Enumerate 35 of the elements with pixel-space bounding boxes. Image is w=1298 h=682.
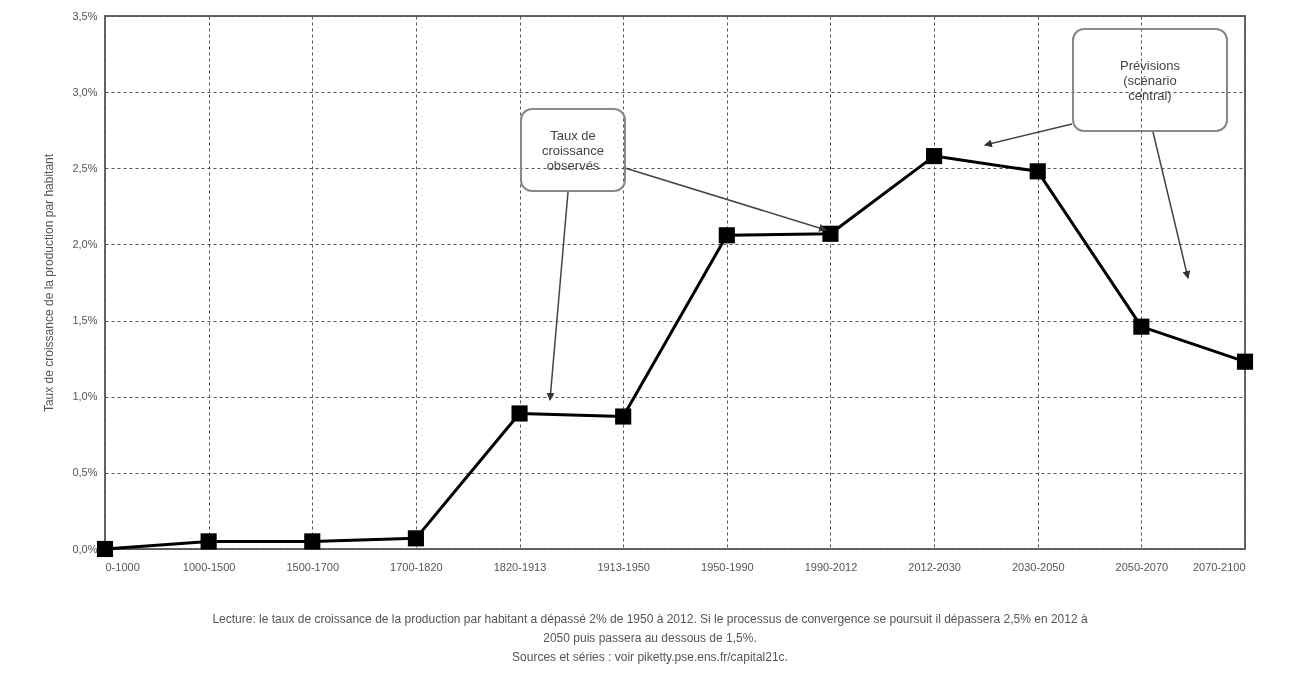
y-axis-title: Taux de croissance de la production par habitant <box>42 153 57 413</box>
text: Lecture: le taux de croissance de la production par habitant a dépassé 2% de 1950 à 2012. Si le processus de convergence se poursuit il dépassera 2,5% en 2012 à 2050 puis passera au dessous de 1,5%. <box>211 611 1089 647</box>
y-tick-label: 3,5% <box>72 9 98 22</box>
point <box>200 533 217 550</box>
x-tick-label: 1500-1700 <box>286 560 340 573</box>
source-note: Sources et séries : voir piketty.pse.ens.fr/capital21c. <box>511 649 789 666</box>
x-tick-label: 2050-2070 <box>1115 560 1169 573</box>
point <box>511 405 528 422</box>
x-tick-label: 1000-1500 <box>182 560 236 573</box>
y-tick-label: 2,5% <box>72 161 98 174</box>
point <box>304 533 321 550</box>
y-tick-label: 0,0% <box>72 542 98 555</box>
y-tick-label: 0,5% <box>72 466 98 479</box>
x-tick-label: 2030-2050 <box>1011 560 1065 573</box>
y-tick-label: 1,5% <box>72 314 98 327</box>
x-tick-label: 1820-1913 <box>493 560 547 573</box>
x-tick-label: 1913-1950 <box>597 560 650 573</box>
x-tick-label: 2070-2100 <box>1192 560 1246 573</box>
y-tick-label: 2,0% <box>72 237 98 250</box>
point <box>926 148 943 165</box>
x-tick-label: 1700-1820 <box>390 560 443 573</box>
point <box>718 227 735 244</box>
point <box>1029 163 1046 180</box>
point <box>1133 318 1150 335</box>
point <box>407 530 424 547</box>
point <box>822 225 839 242</box>
point <box>1236 353 1254 370</box>
x-tick-label: 0-1000 <box>105 560 140 573</box>
y-tick-label: 1,0% <box>72 390 98 403</box>
x-tick-label: 1990-2012 <box>804 560 858 573</box>
x-tick-label: 2012-2030 <box>908 560 961 573</box>
y-tick-label: 3,0% <box>72 85 98 98</box>
point <box>615 408 632 425</box>
x-tick-label: 1950-1990 <box>701 560 754 573</box>
point <box>96 540 114 558</box>
